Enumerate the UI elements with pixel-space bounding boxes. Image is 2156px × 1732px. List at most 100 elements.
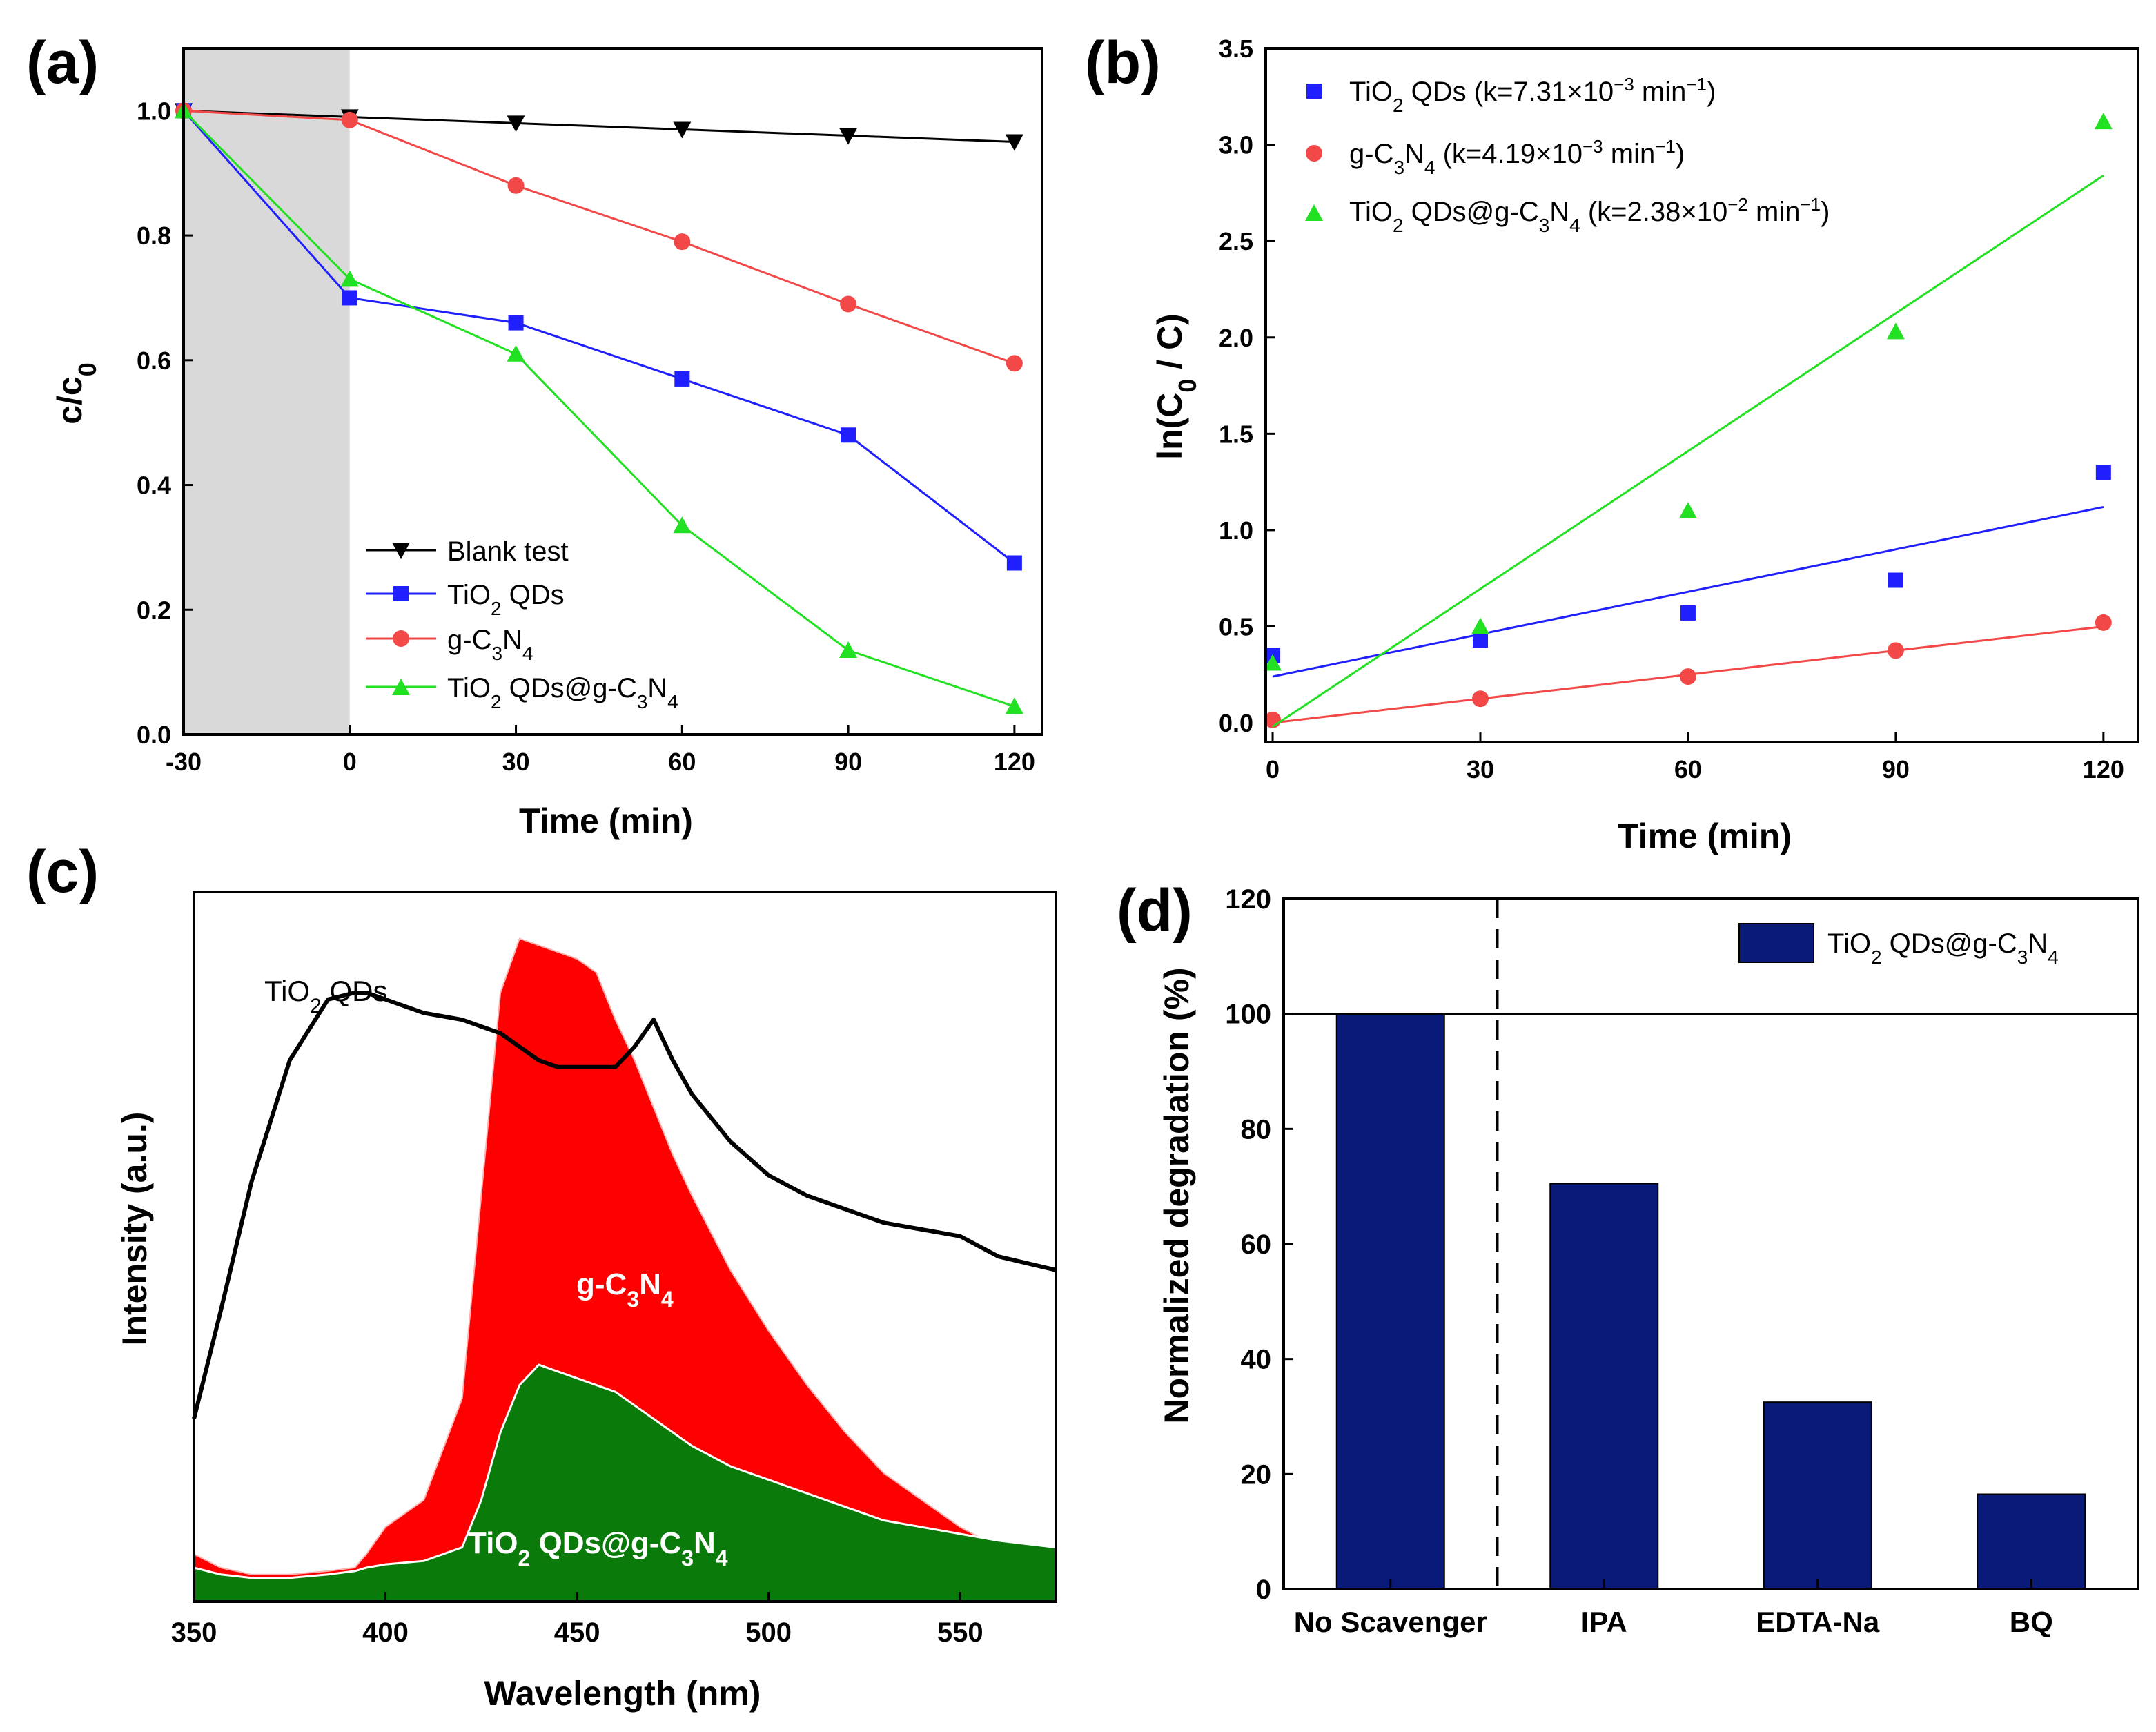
- data-point-1: [508, 315, 524, 331]
- a-y-axis-title: c/c0: [50, 362, 101, 425]
- bar-bq: [1977, 1493, 2086, 1590]
- a-plot-frame: [182, 47, 1043, 736]
- series-line-1: [182, 110, 1015, 564]
- legend-marker-blank: [392, 543, 410, 559]
- dark-adsorption-region: [184, 48, 350, 734]
- data-point-3: [340, 270, 359, 287]
- data-point-2: [674, 233, 691, 251]
- tio2-pl-line: [192, 991, 1057, 1420]
- legend-marker-composite: [392, 679, 410, 695]
- panel-b-label: (b): [1085, 30, 1161, 96]
- y-tick-label: 1.5: [1219, 420, 1253, 448]
- data-point-2: [1471, 617, 1489, 634]
- data-point-0: [1888, 572, 1903, 588]
- data-point-2: [341, 111, 358, 128]
- d-bars: [1335, 1013, 2086, 1590]
- panel-a: (a) 0.0 0.2 0.4 0.6 0.8 1.0 -30 0 30 60 90 120 Tim…: [26, 30, 1043, 840]
- y-tick-label: 2.0: [1219, 324, 1253, 352]
- legend-gc3n4-k: g-C3N4 (k=4.19×10−3 min−1): [1349, 136, 1685, 178]
- b-x-ticks: 0 30 60 90 120: [1266, 732, 2124, 784]
- composite-pl-area: [193, 1363, 1057, 1603]
- a-x-ticks: -30 0 30 60 90 120: [166, 725, 1035, 776]
- c-y-axis-title: Intensity (a.u.): [115, 1112, 154, 1346]
- data-point-3: [839, 641, 858, 659]
- y-tick-label: 0.0: [137, 721, 171, 749]
- y-tick-label: 60: [1241, 1229, 1272, 1260]
- data-point-2: [840, 295, 857, 313]
- d-plot-frame: [1282, 897, 2139, 1590]
- data-point-0: [1680, 605, 1696, 621]
- panel-c-label: (c): [26, 839, 99, 905]
- b-y-axis-title: ln(C0 / C): [1150, 313, 1202, 460]
- x-tick-label: 60: [668, 748, 696, 776]
- legend-marker-gc3n4-b: [1306, 145, 1322, 162]
- y-tick-label: 1.0: [1219, 516, 1253, 545]
- panel-a-label: (a): [26, 30, 99, 96]
- y-tick-label: 0.2: [137, 596, 171, 624]
- x-tick-label: 30: [1467, 755, 1494, 784]
- data-point-0: [839, 128, 858, 145]
- data-point-1: [2095, 614, 2112, 631]
- c-x-axis-title: Wavelength (nm): [484, 1674, 761, 1713]
- x-tick-label: 550: [937, 1617, 983, 1648]
- x-tick-label: IPA: [1581, 1606, 1627, 1638]
- legend-tio2-qds: TiO2 QDs: [447, 580, 565, 619]
- b-x-axis-title: Time (min): [1618, 817, 1792, 855]
- y-tick-label: 0.5: [1219, 613, 1253, 641]
- x-tick-label: 30: [502, 748, 530, 776]
- x-tick-label: 120: [2083, 755, 2124, 784]
- bar-no-scavenger: [1335, 1013, 1445, 1590]
- x-tick-label: 90: [834, 748, 862, 776]
- panel-c: (c) 350 400 450 500 550 Wavelength (nm) Inte…: [26, 839, 1057, 1713]
- data-point-1: [841, 427, 856, 443]
- data-point-0: [673, 121, 692, 139]
- legend-composite: TiO2 QDs@g-C3N4: [447, 673, 678, 712]
- legend-tio2-k: TiO2 QDs (k=7.31×10−3 min−1): [1349, 74, 1716, 116]
- a-series: [175, 101, 1023, 714]
- legend-gc3n4: g-C3N4: [447, 625, 533, 664]
- legend-composite-d: TiO2 QDs@g-C3N4: [1827, 928, 2059, 968]
- data-point-3: [673, 516, 692, 534]
- bar-edta-na: [1763, 1401, 1872, 1590]
- y-tick-label: 0.4: [137, 471, 171, 500]
- x-tick-label: 450: [554, 1617, 600, 1648]
- y-tick-label: 2.5: [1219, 227, 1253, 255]
- y-tick-label: 80: [1241, 1114, 1272, 1145]
- y-tick-label: 0.6: [137, 347, 171, 375]
- y-tick-label: 1.0: [137, 97, 171, 125]
- legend-swatch-composite-d: [1738, 923, 1814, 963]
- panel-d-label: (d): [1117, 877, 1193, 944]
- panel-d: (d) 0 20 40 60 80 100 120 No Scavenger IPA EDTA-…: [1117, 877, 2139, 1638]
- data-point-2: [1264, 654, 1282, 671]
- legend-marker-tio2-b: [1306, 84, 1322, 99]
- y-tick-label: 40: [1241, 1345, 1272, 1375]
- legend-blank-test: Blank test: [447, 536, 569, 567]
- x-tick-label: 500: [745, 1617, 792, 1648]
- x-tick-label: 0: [1266, 755, 1280, 784]
- panel-b: (b) 0.00.51.01.52.02.53.03.5 0 30 60 90 120 …: [1085, 30, 2139, 855]
- x-tick-label: BQ: [2010, 1606, 2053, 1638]
- d-legend: TiO2 QDs@g-C3N4: [1738, 923, 2059, 968]
- data-point-1: [1679, 668, 1696, 685]
- data-point-1: [1887, 642, 1904, 659]
- y-tick-label: 100: [1225, 1000, 1271, 1030]
- fit-line-2: [1272, 174, 2104, 728]
- data-point-2: [507, 177, 525, 194]
- d-y-ticks: 0 20 40 60 80 100 120: [1225, 884, 1293, 1605]
- x-tick-label: 120: [994, 748, 1035, 776]
- data-point-3: [1005, 697, 1023, 714]
- bar-ipa: [1549, 1183, 1659, 1590]
- legend-marker-composite-b: [1305, 204, 1323, 221]
- data-point-0: [1005, 134, 1023, 151]
- data-point-2: [1886, 322, 1905, 340]
- a-y-ticks: 0.0 0.2 0.4 0.6 0.8 1.0: [137, 97, 193, 749]
- series-line-2: [183, 109, 1015, 364]
- data-point-0: [1472, 632, 1488, 648]
- c-series: [192, 937, 1057, 1603]
- x-tick-label: 90: [1882, 755, 1910, 784]
- x-tick-label: No Scavenger: [1294, 1606, 1487, 1638]
- data-point-1: [674, 371, 690, 387]
- data-point-0: [507, 115, 525, 133]
- data-point-2: [1678, 502, 1697, 518]
- x-tick-label: EDTA-Na: [1756, 1606, 1880, 1638]
